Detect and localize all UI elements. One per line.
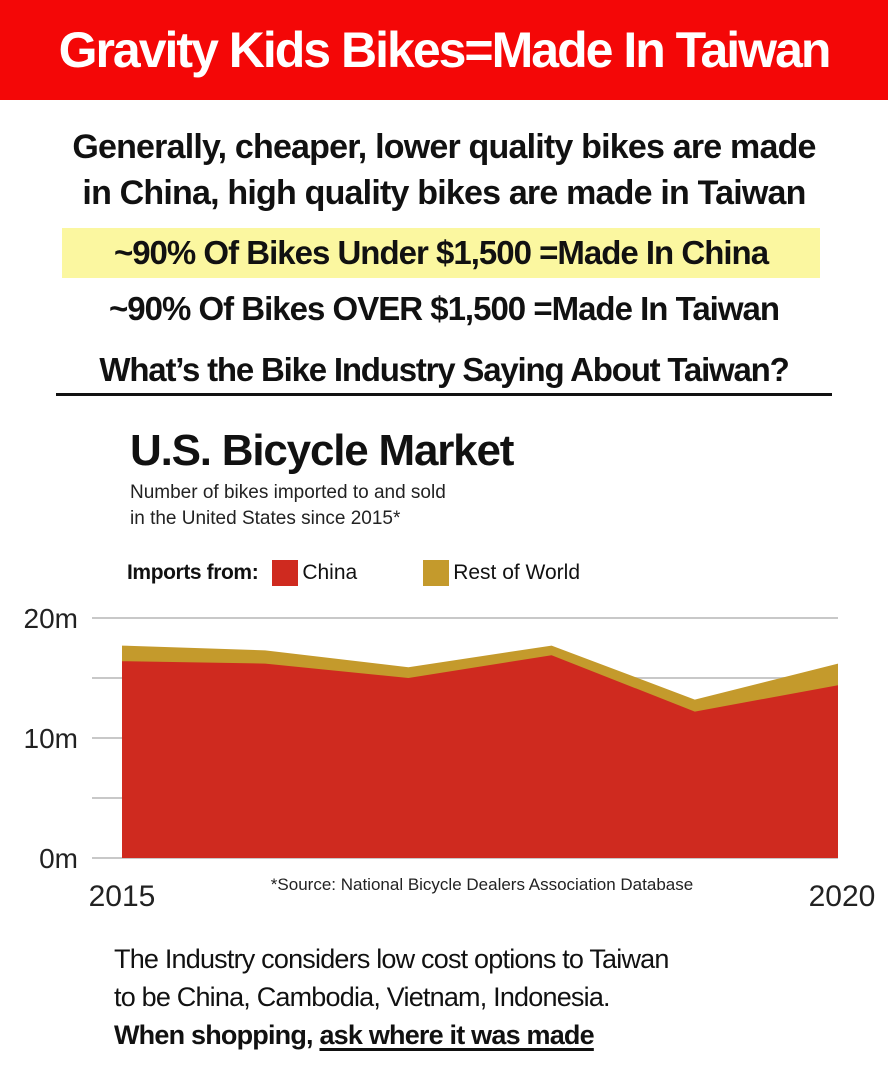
us-bicycle-market-chart: 0m 10m 20m 2015 2020 *Source: National Bicyc… [0,410,888,920]
y-tick-label: 0m [39,843,78,874]
legend-item-china: China [272,560,357,586]
footer-line-1: The Industry considers low cost options … [114,944,669,974]
footer-bold-prefix: When shopping, [114,1020,320,1050]
stat-under-text: ~90% Of Bikes Under $1,500 =Made In Chin… [113,234,769,271]
legend-item-rest-of-world: Rest of World [423,560,580,586]
y-tick-label: 10m [24,723,78,754]
legend-text-china: China [302,561,358,584]
stat-over-text: ~90% Of Bikes OVER $1,500 =Made In Taiwa… [108,290,780,327]
question-text: What’s the Bike Industry Saying About Ta… [99,350,789,388]
stat-under-highlight: ~90% Of Bikes Under $1,500 =Made In Chin… [62,228,820,278]
footer-text: The Industry considers low cost options … [114,940,814,1054]
source-note: *Source: National Bicycle Dealers Associ… [271,875,693,894]
footer-underlined-text: ask where it was made [319,1020,594,1050]
legend-label: Imports from: [127,561,259,584]
x-tick-label: 2020 [809,880,876,913]
chart-subtitle: Number of bikes imported to and sold in … [130,480,590,532]
chart-areas [122,645,838,858]
intro-line-1: Generally, cheaper, lower quality bikes … [72,128,816,166]
legend-swatch-china [272,560,299,586]
chart-plot: 0m 10m 20m 2015 2020 *Source: National Bicyc… [24,603,876,913]
footer-line-2: to be China, Cambodia, Vietnam, Indonesi… [114,982,611,1012]
chart-subtitle-line-1: Number of bikes imported to and sold [130,482,446,503]
chart-title: U.S. Bicycle Market [130,426,514,475]
chart-legend: Imports from: China Rest of World [127,558,580,588]
chart-subtitle-line-2: in the United States since 2015* [130,508,401,529]
intro-text: Generally, cheaper, lower quality bikes … [0,124,888,216]
tick-labels: 0m 10m 20m 2015 2020 [24,603,876,913]
legend-text-rest-of-world: Rest of World [453,561,581,584]
legend-swatch-rest-of-world [423,560,450,586]
footer-line-3: When shopping, ask where it was made [114,1016,814,1054]
page-banner: Gravity Kids Bikes=Made In Taiwan [0,0,888,100]
intro-line-2: in China, high quality bikes are made in… [82,174,806,212]
y-tick-label: 20m [24,603,78,634]
section-question: What’s the Bike Industry Saying About Ta… [56,346,832,396]
stat-over: ~90% Of Bikes OVER $1,500 =Made In Taiwa… [0,286,888,332]
x-tick-label: 2015 [89,880,156,913]
area-china [122,655,838,858]
banner-title: Gravity Kids Bikes=Made In Taiwan [58,22,832,78]
